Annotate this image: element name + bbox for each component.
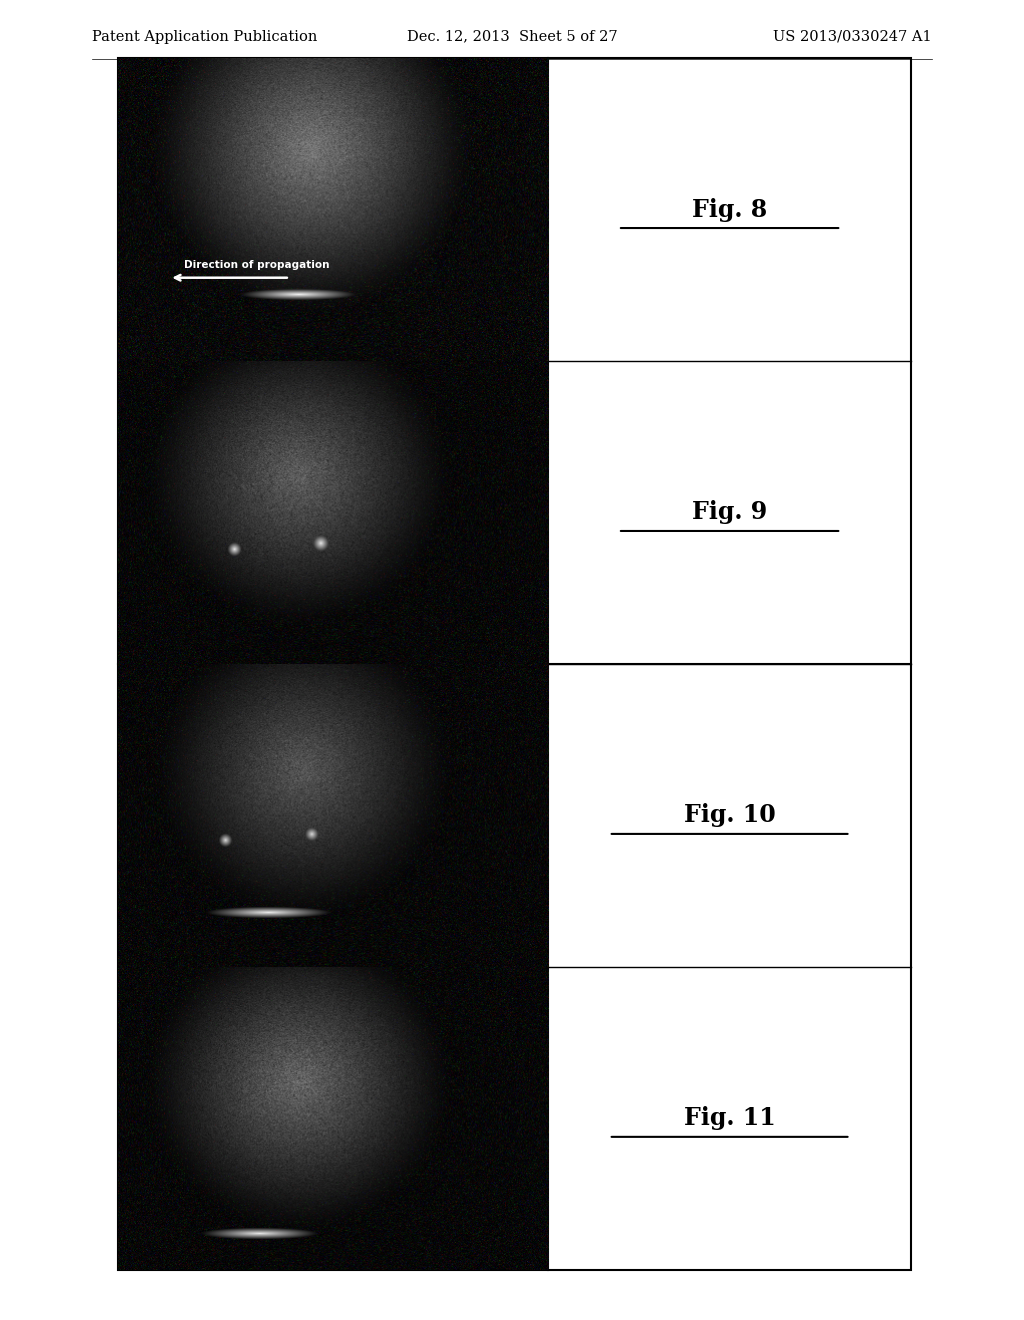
- Text: US 2013/0330247 A1: US 2013/0330247 A1: [773, 29, 932, 44]
- Bar: [118, 58, 911, 1270]
- Text: Fig. 11: Fig. 11: [684, 1106, 775, 1130]
- Text: Direction of propagation: Direction of propagation: [184, 260, 330, 271]
- Text: Fig. 8: Fig. 8: [692, 198, 767, 222]
- Text: Patent Application Publication: Patent Application Publication: [92, 29, 317, 44]
- Text: Dec. 12, 2013  Sheet 5 of 27: Dec. 12, 2013 Sheet 5 of 27: [407, 29, 617, 44]
- Text: Fig. 9: Fig. 9: [692, 500, 767, 524]
- Text: Fig. 10: Fig. 10: [684, 804, 775, 828]
